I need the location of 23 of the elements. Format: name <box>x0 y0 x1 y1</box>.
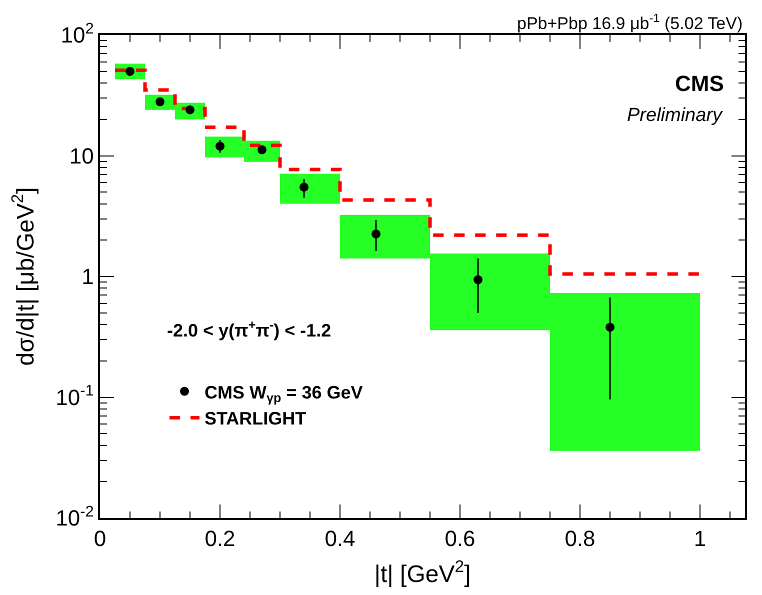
x-tick-label: 1 <box>694 526 706 552</box>
legend-label: CMS W$_{γp}$ = 36 GeV <box>204 382 363 406</box>
y-tick-label: 1 <box>82 264 94 290</box>
y-tick-label: 10$^{2}$ <box>60 20 94 48</box>
x-tick-label: 0 <box>94 526 106 552</box>
x-tick-label: 0.2 <box>204 526 236 552</box>
y-tick-label: 10$^{-2}$ <box>56 503 94 531</box>
annotation: Preliminary <box>627 105 724 126</box>
x-tick-label: 0.8 <box>564 526 596 552</box>
point <box>216 142 224 151</box>
annotation: CMS <box>675 71 724 96</box>
x-axis-title: |t| [GeV$^{2}$] <box>374 556 471 588</box>
point <box>300 182 308 192</box>
y-tick-label: 10$^{-1}$ <box>56 382 94 410</box>
annotation: -2.0 < y(π$^{+}$π$^{-}$) < -1.2 <box>167 318 332 341</box>
point <box>372 229 380 238</box>
y-tick-label: 10 <box>69 143 94 168</box>
point <box>606 322 614 332</box>
x-tick-label: 0.6 <box>444 526 476 552</box>
point <box>474 275 482 284</box>
x-tick-label: 0.4 <box>324 526 356 552</box>
text: pPb+Pbp 16.9 μb$^{-1}$ (5.02 TeV) <box>517 11 743 34</box>
legend-label: STARLIGHT <box>204 408 306 429</box>
